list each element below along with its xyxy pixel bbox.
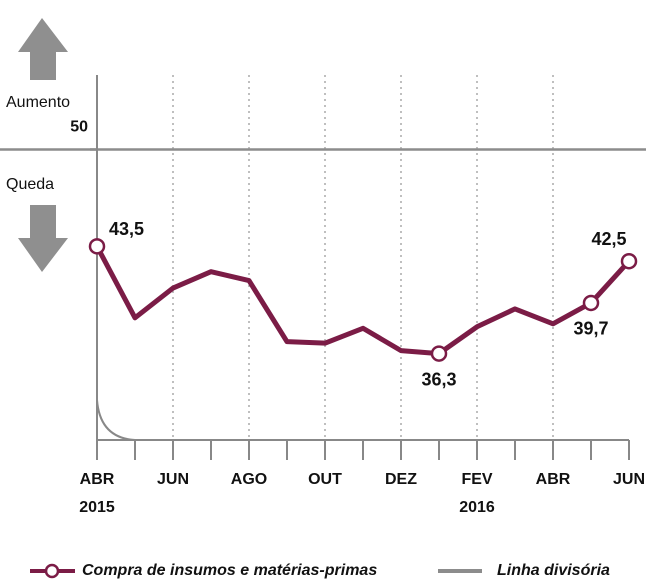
x-tick-year: 2016 <box>459 499 495 516</box>
y-tick-label: 50 <box>70 119 88 136</box>
x-tick-label: JUN <box>613 471 645 488</box>
up-arrow <box>18 18 68 80</box>
x-tick-label: JUN <box>157 471 189 488</box>
axis-break <box>96 399 136 441</box>
value-label: 39,7 <box>573 319 608 339</box>
point-marker <box>620 252 638 270</box>
legend-label: Linha divisória <box>497 562 610 579</box>
point-marker <box>582 294 600 312</box>
x-tick-label: FEV <box>461 471 492 488</box>
point-marker <box>430 345 448 362</box>
x-tick-label: ABR <box>80 471 115 488</box>
up-label: Aumento <box>6 94 70 111</box>
x-tick-label: AGO <box>231 471 267 488</box>
value-label: 43,5 <box>109 219 144 239</box>
value-label: 36,3 <box>421 369 456 389</box>
x-tick-label: ABR <box>536 471 571 488</box>
legend-marker <box>44 563 60 579</box>
series-line <box>94 245 631 357</box>
down-label: Queda <box>6 176 54 193</box>
x-tick-label: DEZ <box>385 471 417 488</box>
legend-label: Compra de insumos e matérias-primas <box>82 562 377 579</box>
legend: Compra de insumos e matérias-primas Linha… <box>30 562 610 579</box>
down-arrow <box>18 205 68 272</box>
x-tick-year: 2015 <box>79 499 115 516</box>
point-marker <box>88 238 106 255</box>
value-label: 42,5 <box>591 229 626 249</box>
x-tick-label: OUT <box>308 471 342 488</box>
